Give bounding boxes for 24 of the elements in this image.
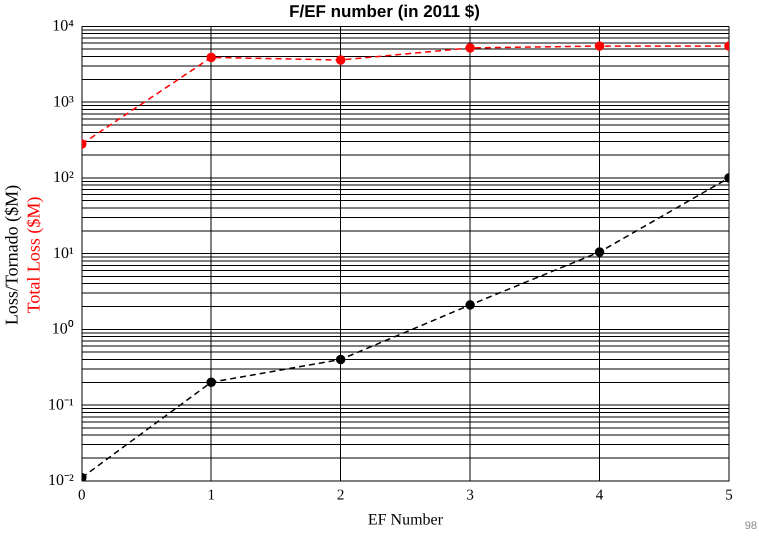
x-tick-label: 3 <box>466 488 474 504</box>
x-axis-title: EF Number <box>368 512 444 529</box>
y-tick-label: 10² <box>53 169 74 186</box>
y-tick-label: 10⁻² <box>48 472 74 490</box>
x-tick-label: 0 <box>78 488 86 504</box>
x-tick-label: 2 <box>336 488 344 504</box>
point <box>336 55 346 65</box>
chart-title: F/EF number (in 2011 $) <box>289 2 480 21</box>
point <box>336 354 346 364</box>
y-tick-label: 10⁴ <box>52 18 74 35</box>
y-tick-label: 10⁻¹ <box>48 396 74 414</box>
y-tick-label: 10⁰ <box>52 320 74 338</box>
point <box>465 43 475 53</box>
y-tick-label: 10³ <box>53 93 74 110</box>
point <box>594 247 604 257</box>
text: Loss/Tornado ($M) <box>2 184 22 326</box>
x-tick-label: 5 <box>725 488 733 504</box>
text: Total Loss ($M) <box>24 196 44 314</box>
point <box>594 41 604 51</box>
text: 98 <box>744 520 757 532</box>
point <box>465 300 475 310</box>
x-tick-label: 1 <box>207 488 215 504</box>
x-tick-label: 4 <box>596 488 604 504</box>
y-tick-label: 10¹ <box>53 244 74 262</box>
